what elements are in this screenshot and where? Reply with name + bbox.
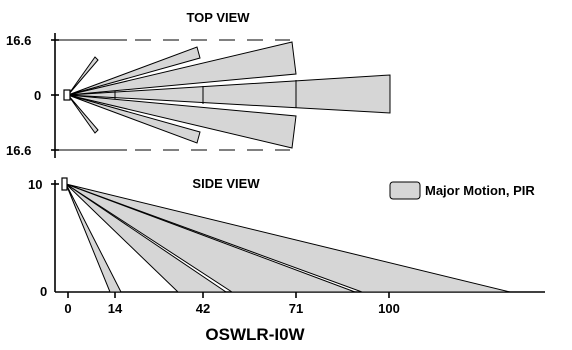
- side-zone-far: [65, 183, 511, 293]
- side-zone-closest: [65, 183, 122, 293]
- top-sensor-icon: [63, 89, 71, 101]
- top-zone-lower-near: [67, 94, 99, 134]
- top-label-center: 0: [34, 88, 41, 103]
- top-view-title: TOP VIEW: [186, 10, 250, 25]
- top-zone-upper-near: [67, 56, 99, 96]
- side-x-label-0: 0: [64, 301, 71, 316]
- side-view-title: SIDE VIEW: [192, 176, 260, 191]
- top-label-upper: 16.6: [6, 33, 31, 48]
- legend-label: Major Motion, PIR: [425, 183, 535, 198]
- legend: Major Motion, PIR: [389, 181, 535, 200]
- side-zone-near: [65, 183, 228, 293]
- top-label-lower: 16.6: [6, 143, 31, 158]
- side-x-label-14: 14: [108, 301, 123, 316]
- top-view: TOP VIEW 16.6 0 16.6: [6, 10, 391, 158]
- model-name: OSWLR-I0W: [205, 325, 305, 344]
- side-x-label-100: 100: [378, 301, 400, 316]
- side-y-label-0: 0: [40, 284, 47, 299]
- side-view: SIDE VIEW 10 0 0 14 42 71 100: [28, 176, 545, 316]
- side-y-label-10: 10: [28, 177, 42, 192]
- side-x-label-71: 71: [289, 301, 303, 316]
- top-zone-upper-outer: [67, 41, 297, 96]
- top-zone-center: [67, 74, 391, 114]
- top-zone-upper-inner: [67, 46, 201, 96]
- side-x-label-42: 42: [196, 301, 210, 316]
- side-zone-mid: [65, 183, 356, 293]
- legend-swatch: [389, 181, 421, 200]
- side-sensor-icon: [61, 177, 68, 191]
- top-zone-lower-inner: [67, 94, 201, 144]
- top-zone-lower-outer: [67, 94, 297, 149]
